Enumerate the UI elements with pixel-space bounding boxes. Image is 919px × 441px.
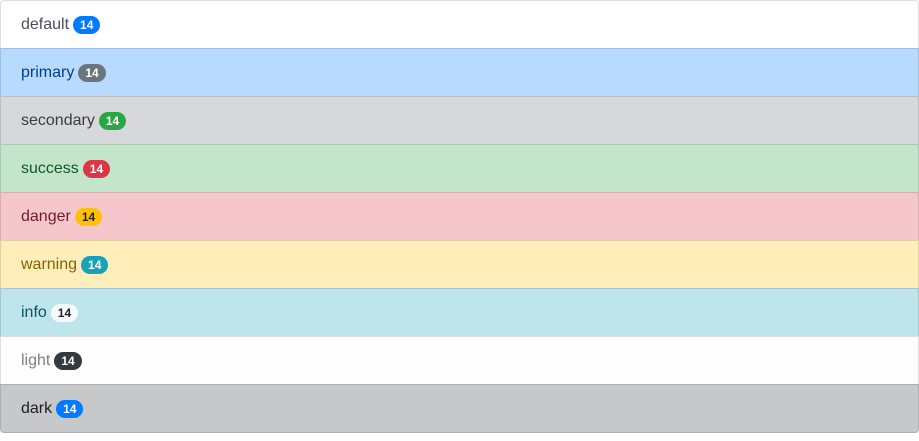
list-item-info[interactable]: info 14 xyxy=(0,288,919,337)
item-label: danger xyxy=(21,207,71,225)
item-label: info xyxy=(21,303,47,321)
count-badge: 14 xyxy=(78,63,106,82)
item-label: primary xyxy=(21,63,75,81)
item-label: success xyxy=(21,159,79,177)
list-item-default[interactable]: default 14 xyxy=(0,0,919,49)
list-item-danger[interactable]: danger 14 xyxy=(0,192,919,241)
item-label: dark xyxy=(21,399,53,417)
item-label: warning xyxy=(21,255,78,273)
list-item-light[interactable]: light 14 xyxy=(0,336,919,385)
count-badge: 14 xyxy=(54,351,82,370)
item-label: secondary xyxy=(21,111,95,129)
item-label: default xyxy=(21,15,70,33)
count-badge: 14 xyxy=(81,255,109,274)
count-badge: 14 xyxy=(98,111,127,130)
count-badge: 14 xyxy=(50,303,79,322)
list-item-dark[interactable]: dark 14 xyxy=(0,384,919,433)
item-label: light xyxy=(21,351,51,369)
count-badge: 14 xyxy=(56,399,84,418)
list-item-secondary[interactable]: secondary 14 xyxy=(0,96,919,145)
count-badge: 14 xyxy=(73,15,101,34)
count-badge: 14 xyxy=(74,207,103,226)
list-item-primary[interactable]: primary 14 xyxy=(0,48,919,97)
list-item-warning[interactable]: warning 14 xyxy=(0,240,919,289)
count-badge: 14 xyxy=(82,159,111,178)
list-item-success[interactable]: success 14 xyxy=(0,144,919,193)
